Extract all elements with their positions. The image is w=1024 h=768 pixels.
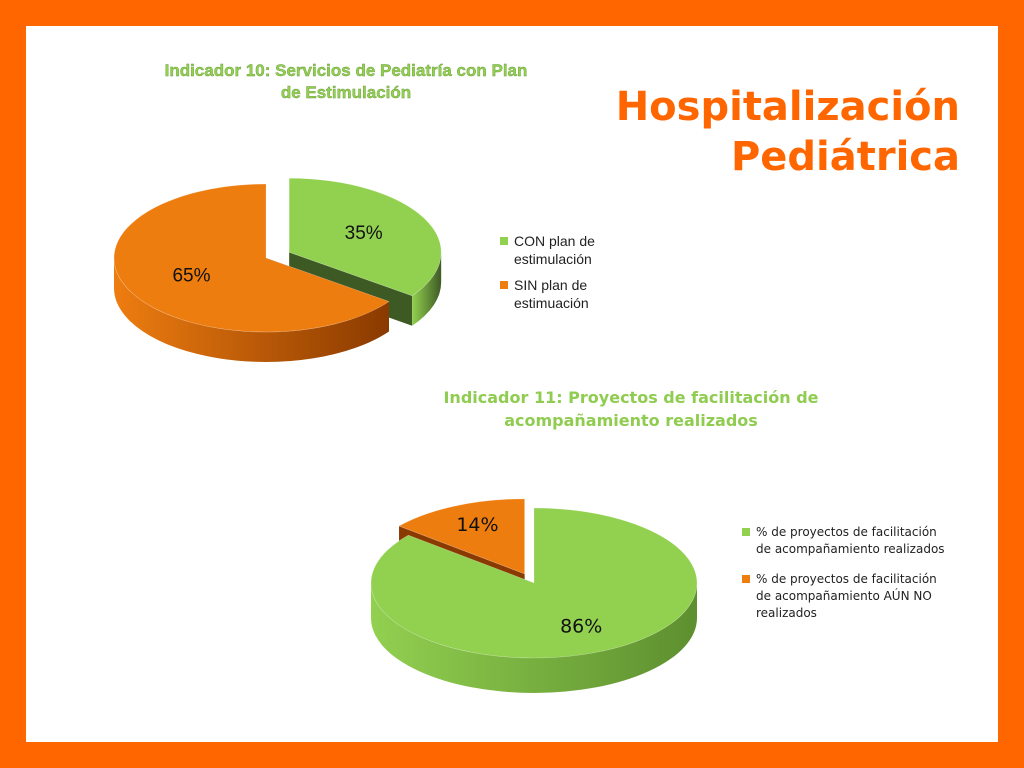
- slide-title: Hospitalización Pediátrica: [616, 82, 960, 182]
- chart1-slice-1: [113, 183, 390, 362]
- chart1-title-line2: de Estimulación: [280, 83, 412, 102]
- chart1-legend-swatch-con: [500, 237, 508, 245]
- chart2-legend-swatch-done: [742, 528, 750, 536]
- chart1-legend-label-con-2: estimulación: [514, 251, 592, 267]
- chart1-legend-entry-sin: SIN plan de estimuación: [500, 276, 630, 312]
- chart2-data-label-1: 14%: [456, 514, 498, 536]
- chart1-pie: 35% 65%: [113, 177, 442, 362]
- chart2-title: Indicador 11: Proyectos de facilitación …: [416, 386, 846, 432]
- chart1-title: Indicador 10: Servicios de Pediatría con…: [126, 60, 566, 104]
- chart2-legend-entry-pending: % de proyectos de facilitación de acompa…: [742, 571, 967, 622]
- chart1-legend-entry-con: CON plan de estimulación: [500, 232, 630, 268]
- chart2-legend: % de proyectos de facilitación de acompa…: [742, 524, 967, 635]
- chart1-legend-label-sin-1: SIN plan de: [514, 277, 588, 293]
- chart1-data-label-1: 65%: [172, 265, 210, 286]
- chart1-legend-label-con-1: CON plan de: [514, 233, 595, 249]
- slide: Hospitalización Pediátrica Indicador 10:…: [26, 26, 998, 742]
- chart2-legend-swatch-pending: [742, 575, 750, 583]
- chart1-legend-label-sin-2: estimuación: [514, 295, 589, 311]
- chart2-pie: 86% 14%: [370, 498, 698, 693]
- slide-title-line1: Hospitalización: [615, 84, 960, 130]
- chart1-title-line1: Indicador 10: Servicios de Pediatría con…: [164, 61, 528, 80]
- chart2-legend-label-pending-1: % de proyectos de facilitación: [756, 572, 937, 586]
- chart1-legend-swatch-sin: [500, 281, 508, 289]
- chart2-legend-label-pending-2: de acompañamiento AÚN NO: [756, 589, 932, 603]
- chart2-data-label-0: 86%: [560, 616, 602, 638]
- chart2-slice-0: [370, 507, 698, 693]
- chart2-title-line1: Indicador 11: Proyectos de facilitación …: [443, 388, 819, 407]
- chart2-title-line2: acompañamiento realizados: [504, 411, 758, 430]
- chart2-legend-entry-done: % de proyectos de facilitación de acompa…: [742, 524, 967, 558]
- chart1-legend: CON plan de estimulación SIN plan de est…: [500, 232, 630, 320]
- chart2-legend-label-pending-3: realizados: [756, 606, 817, 620]
- chart2-legend-label-done-1: % de proyectos de facilitación: [756, 525, 937, 539]
- chart2-legend-label-done-2: de acompañamiento realizados: [756, 542, 945, 556]
- chart1-data-label-0: 35%: [345, 223, 383, 244]
- slide-title-line2: Pediátrica: [730, 134, 960, 180]
